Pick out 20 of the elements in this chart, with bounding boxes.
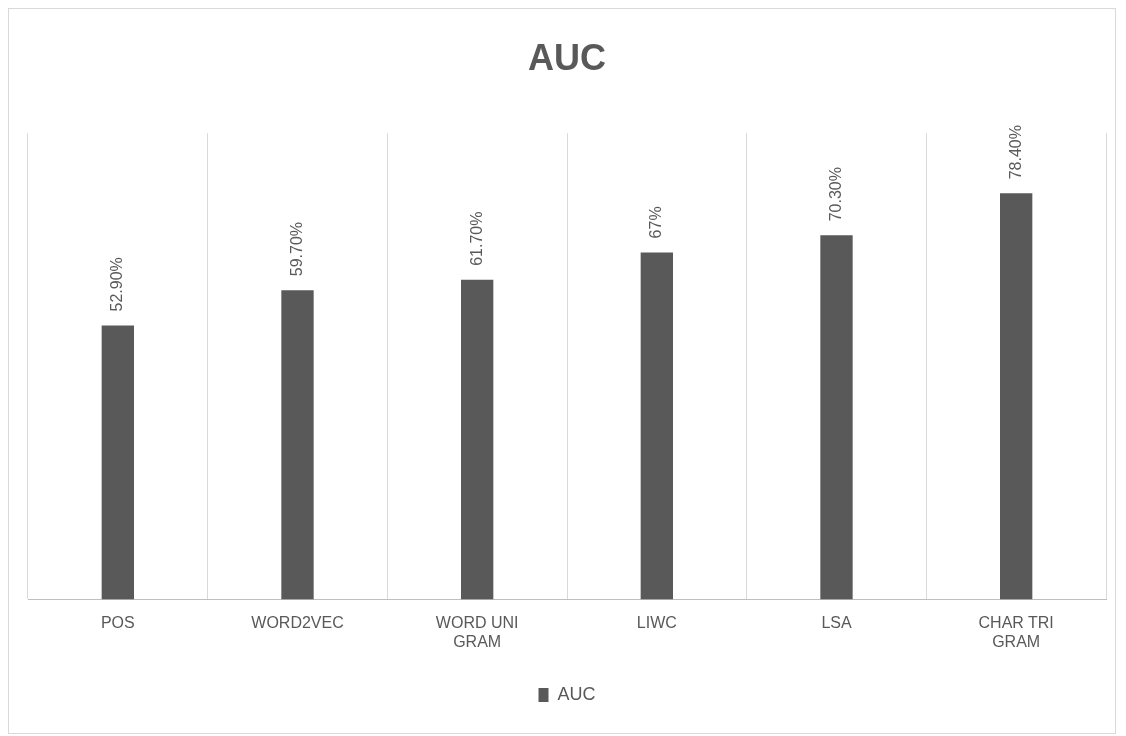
data-label: 78.40% — [1006, 125, 1024, 180]
data-label: 67% — [647, 206, 665, 239]
data-label: 59.70% — [287, 221, 305, 277]
chart-title: AUC — [528, 36, 606, 78]
data-label: 70.30% — [826, 167, 844, 222]
bar — [461, 279, 494, 600]
x-tick-label: LSA — [821, 613, 852, 631]
data-label: 61.70% — [467, 211, 485, 266]
x-tick-label: WORD UNI GRAM — [435, 613, 519, 650]
x-tick-label: LIWC — [636, 613, 677, 631]
legend-label: AUC — [557, 683, 596, 704]
bar — [820, 235, 853, 600]
bar — [101, 325, 134, 600]
bar — [281, 290, 314, 600]
x-tick-label: POS — [100, 613, 135, 631]
x-tick-label: CHAR TRI GRAM — [978, 613, 1054, 650]
bar — [640, 252, 673, 600]
bar — [1000, 193, 1033, 600]
data-label: 52.90% — [108, 257, 126, 312]
x-tick-label: WORD2VEC — [251, 613, 344, 631]
